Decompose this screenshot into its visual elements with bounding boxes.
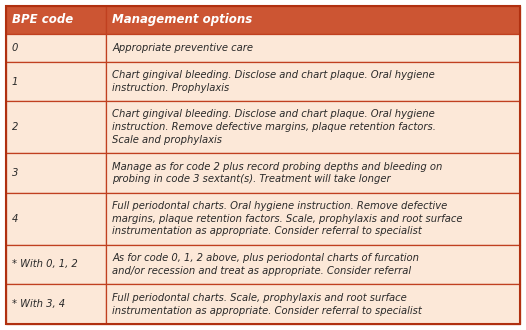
Text: * With 0, 1, 2: * With 0, 1, 2 [12,259,78,269]
Bar [106,101,520,153]
Text: Chart gingival bleeding. Disclose and chart plaque. Oral hygiene
instruction. Pr: Chart gingival bleeding. Disclose and ch… [112,70,435,93]
Bar [6,153,106,193]
Bar [6,193,106,245]
Text: Management options: Management options [112,14,252,26]
Text: Full periodontal charts. Oral hygiene instruction. Remove defective
margins, pla: Full periodontal charts. Oral hygiene in… [112,201,463,237]
Text: 4: 4 [12,214,18,224]
Text: Chart gingival bleeding. Disclose and chart plaque. Oral hygiene
instruction. Re: Chart gingival bleeding. Disclose and ch… [112,110,436,145]
Text: As for code 0, 1, 2 above, plus periodontal charts of furcation
and/or recession: As for code 0, 1, 2 above, plus periodon… [112,253,419,276]
Text: 3: 3 [12,168,18,178]
Bar [6,6,106,34]
Bar [106,153,520,193]
Text: 1: 1 [12,77,18,86]
Bar [6,245,106,284]
Text: Full periodontal charts. Scale, prophylaxis and root surface
instrumentation as : Full periodontal charts. Scale, prophyla… [112,293,422,315]
Text: 0: 0 [12,43,18,53]
Bar [106,34,520,62]
Bar [6,34,106,62]
Text: Manage as for code 2 plus record probing depths and bleeding on
probing in code : Manage as for code 2 plus record probing… [112,162,442,184]
Bar [6,284,106,324]
Bar [106,193,520,245]
Bar [6,101,106,153]
Bar [106,6,520,34]
Text: BPE code: BPE code [12,14,73,26]
Bar [106,284,520,324]
Text: * With 3, 4: * With 3, 4 [12,299,65,309]
Bar [106,245,520,284]
Text: Appropriate preventive care: Appropriate preventive care [112,43,253,53]
Bar [106,62,520,101]
Bar [6,62,106,101]
Text: 2: 2 [12,122,18,132]
